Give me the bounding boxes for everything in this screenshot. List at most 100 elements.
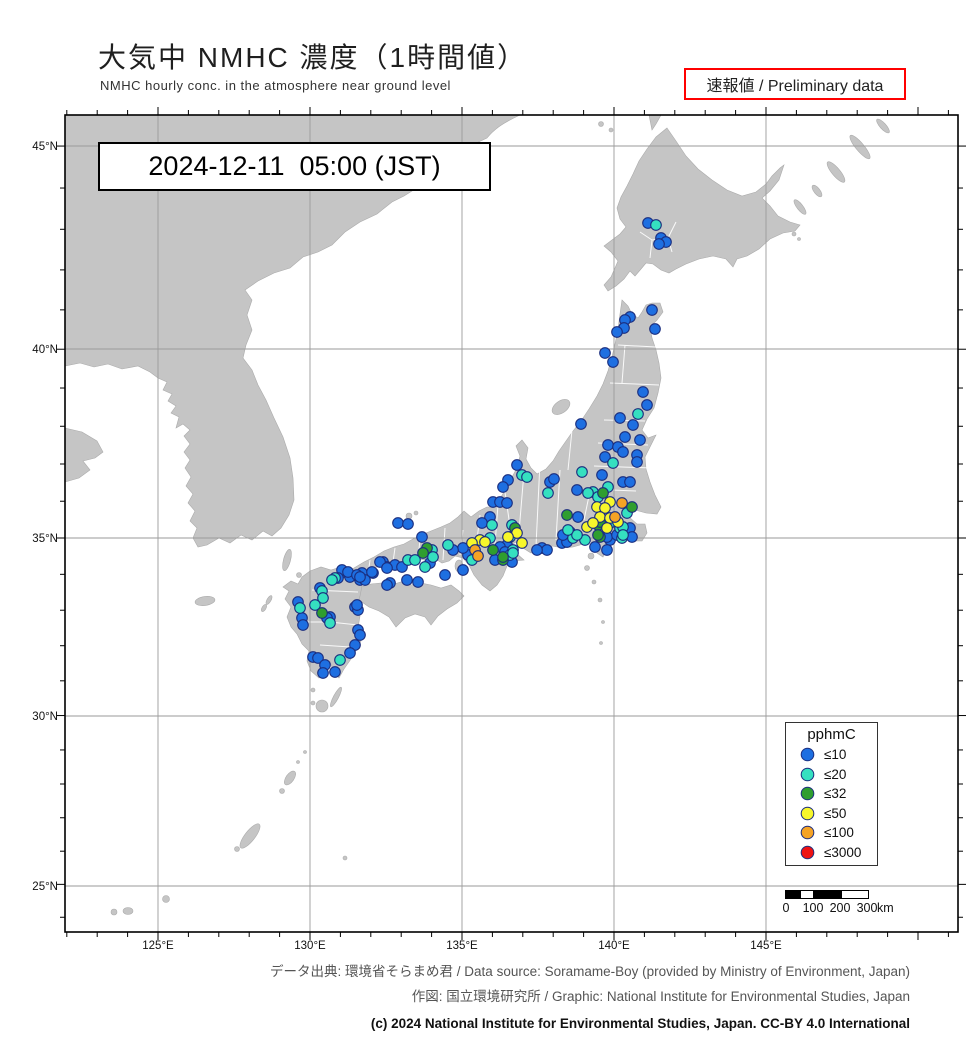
station-dot xyxy=(587,517,599,529)
station-dot xyxy=(632,408,644,420)
station-dot xyxy=(607,457,619,469)
scale-label: 200 xyxy=(829,901,851,915)
lat-label: 45°N xyxy=(32,141,58,153)
shandong-landmass xyxy=(64,427,104,483)
station-dot xyxy=(571,484,583,496)
station-dot xyxy=(392,517,404,529)
lon-label: 130°E xyxy=(294,940,326,952)
station-dot xyxy=(653,238,665,250)
station-dot xyxy=(641,399,653,411)
station-dot xyxy=(576,466,588,478)
station-dot xyxy=(439,569,451,581)
station-dot xyxy=(542,487,554,499)
station-dot xyxy=(599,502,611,514)
station-dot xyxy=(592,529,604,541)
station-dot xyxy=(309,599,321,611)
legend-item-label: ≤10 xyxy=(824,747,847,763)
legend-item: ≤100 xyxy=(786,823,877,843)
legend-title: pphmC xyxy=(807,726,856,743)
station-dot xyxy=(419,561,431,573)
station-dot xyxy=(602,439,614,451)
legend: pphmC ≤10 ≤20 ≤32 ≤50 ≤100 ≤3000 xyxy=(785,722,878,866)
lat-label: 35°N xyxy=(32,533,58,545)
station-dot xyxy=(609,511,621,523)
legend-dot-icon xyxy=(800,825,815,840)
station-dot xyxy=(381,579,393,591)
station-dots-layer xyxy=(292,217,672,679)
station-dot xyxy=(366,566,378,578)
lon-label: 125°E xyxy=(142,940,174,952)
station-dot xyxy=(402,518,414,530)
footer: データ出典: 環境省そらまめ君 / Data source: Soramame-… xyxy=(50,959,910,1031)
timestamp-box: 2024-12-11 05:00 (JST) xyxy=(98,142,491,191)
station-dot xyxy=(616,497,628,509)
legend-item-label: ≤32 xyxy=(824,786,847,802)
station-dot xyxy=(614,412,626,424)
page-subtitle: NMHC hourly conc. in the atmosphere near… xyxy=(100,78,451,93)
station-dot xyxy=(611,326,623,338)
lon-label: 135°E xyxy=(446,940,478,952)
station-dot xyxy=(334,654,346,666)
station-dot xyxy=(531,544,543,556)
station-dot xyxy=(486,519,498,531)
scale-bar-segments xyxy=(785,890,869,899)
legend-item-label: ≤100 xyxy=(824,825,854,841)
station-dot xyxy=(601,544,613,556)
legend-dot-icon xyxy=(800,767,815,782)
station-dot xyxy=(646,304,658,316)
scale-segment xyxy=(800,891,813,898)
station-dot xyxy=(317,667,329,679)
station-dot xyxy=(617,446,629,458)
scale-label: 0 xyxy=(782,901,790,915)
legend-dot-icon xyxy=(800,806,815,821)
station-dot xyxy=(601,522,613,534)
legend-item: ≤50 xyxy=(786,804,877,824)
station-dot xyxy=(599,347,611,359)
station-dot xyxy=(502,531,514,543)
station-dot xyxy=(561,509,573,521)
lon-label: 140°E xyxy=(598,940,630,952)
scale-bar-labels: 0 100 200 300 km xyxy=(782,901,925,917)
station-dot xyxy=(479,536,491,548)
station-dot xyxy=(294,602,306,614)
station-dot xyxy=(351,599,363,611)
station-dot xyxy=(634,434,646,446)
scale-bar: 0 100 200 300 km xyxy=(782,890,925,924)
station-dot xyxy=(497,481,509,493)
data-source-credit: データ出典: 環境省そらまめ君 / Data source: Soramame-… xyxy=(270,964,910,979)
map-frame xyxy=(64,114,959,933)
station-dot xyxy=(627,419,639,431)
scale-label: 300 xyxy=(856,901,878,915)
scale-unit: km xyxy=(877,901,894,915)
station-dot xyxy=(297,619,309,631)
station-dot xyxy=(571,529,583,541)
station-dot xyxy=(416,531,428,543)
preliminary-data-badge: 速報値 / Preliminary data xyxy=(684,68,906,100)
page-title: 大気中 NMHC 濃度（1時間値） xyxy=(98,42,528,73)
axis-ticks xyxy=(57,107,966,940)
station-dot xyxy=(582,487,594,499)
station-dot xyxy=(329,666,341,678)
station-dot xyxy=(599,451,611,463)
graphic-credit: 作図: 国立環境研究所 / Graphic: National Institut… xyxy=(411,989,910,1004)
station-dot xyxy=(409,554,421,566)
station-dot xyxy=(381,562,393,574)
legend-item-label: ≤20 xyxy=(824,766,847,782)
station-dot xyxy=(511,459,523,471)
hokkaido-landmass xyxy=(603,127,801,292)
station-dot xyxy=(312,652,324,664)
legend-item: ≤20 xyxy=(786,765,877,785)
lat-label: 25°N xyxy=(32,881,58,893)
legend-item: ≤10 xyxy=(786,745,877,765)
station-dot xyxy=(624,476,636,488)
station-dot xyxy=(626,501,638,513)
station-dot xyxy=(516,537,528,549)
station-dot xyxy=(412,576,424,588)
scale-segment xyxy=(813,891,841,898)
station-dot xyxy=(476,517,488,529)
station-dot xyxy=(649,323,661,335)
legend-dot-icon xyxy=(800,786,815,801)
lon-label: 145°E xyxy=(750,940,782,952)
lat-label: 30°N xyxy=(32,711,58,723)
